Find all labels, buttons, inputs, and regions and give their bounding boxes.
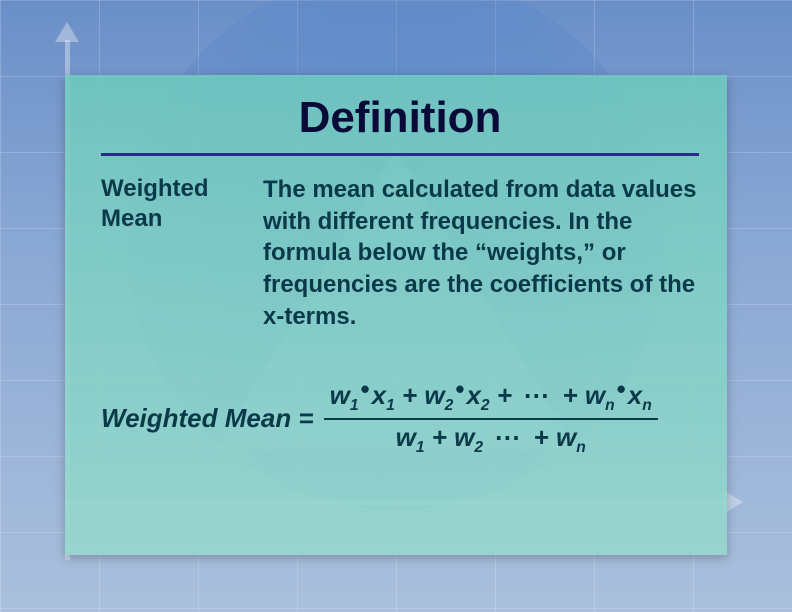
definition-row: Weighted Mean The mean calculated from d… (101, 174, 699, 332)
formula-numerator: w1•x1 + w2•x2 + ⋯ + wn•xn (324, 378, 658, 417)
formula-fraction: w1•x1 + w2•x2 + ⋯ + wn•xn w1 + w2 ⋯ + wn (324, 378, 658, 458)
card-title: Definition (101, 93, 699, 156)
term-label: Weighted Mean (101, 174, 241, 332)
formula-label: Weighted Mean = (101, 403, 314, 434)
definition-text: The mean calculated from data values wit… (263, 174, 699, 332)
formula-denominator: w1 + w2 ⋯ + wn (390, 420, 592, 459)
formula: Weighted Mean = w1•x1 + w2•x2 + ⋯ + wn•x… (101, 378, 699, 458)
definition-card: Definition Weighted Mean The mean calcul… (65, 75, 727, 555)
